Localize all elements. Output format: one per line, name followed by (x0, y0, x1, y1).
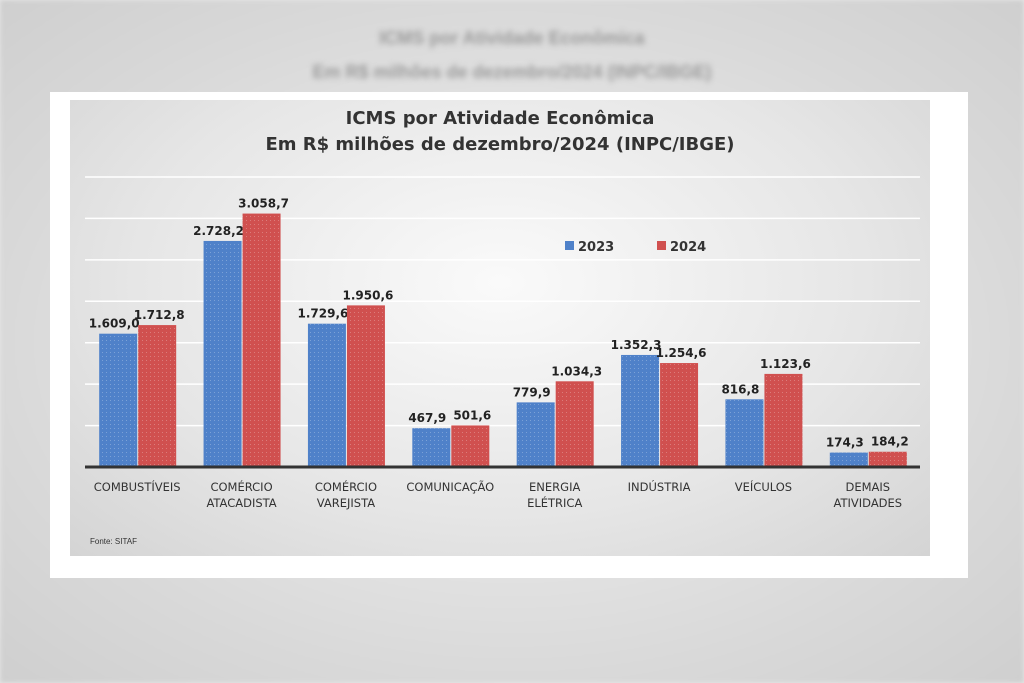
chart: ICMS por Atividade Econômica Em R$ milhõ… (70, 100, 930, 556)
background-title: ICMS por Atividade Econômica (379, 28, 645, 48)
data-label: 1.729,6 (298, 307, 349, 321)
legend-swatch (657, 241, 666, 250)
bar-texture (138, 325, 177, 467)
data-label: 467,9 (408, 411, 446, 425)
category-label: COMÉRCIO (210, 479, 272, 494)
plot-area: 1.609,01.712,8 COMBUSTÍVEIS 2.728,2 3.058,7… (85, 176, 920, 510)
bar-texture (621, 354, 660, 467)
data-label: 1.352,3 (611, 338, 662, 352)
bar-texture (516, 402, 555, 467)
legend-label: 2023 (578, 240, 614, 255)
data-label: 501,6 (453, 408, 491, 422)
category-label: COMUNICAÇÃO (406, 479, 494, 494)
chart-subtitle: Em R$ milhões de dezembro/2024 (INPC/IBG… (265, 134, 735, 155)
data-label: 184,2 (871, 435, 909, 449)
category-label: COMBUSTÍVEIS (94, 479, 181, 494)
bar-texture (203, 240, 242, 467)
bar-texture (242, 213, 281, 467)
data-label: 1.034,3 (551, 364, 602, 378)
data-label: 2.728,2 (193, 224, 244, 238)
category-label: ELÉTRICA (527, 495, 582, 510)
bar-texture (99, 333, 138, 467)
bar-texture (868, 451, 907, 467)
bar-texture (412, 428, 451, 467)
data-label: 779,9 (513, 385, 551, 399)
source-note: Fonte: SITAF (90, 537, 137, 546)
category-label: ENERGIA (529, 480, 580, 494)
data-label: 1.950,6 (343, 288, 394, 302)
background-subtitle: Em R$ milhões de dezembro/2024 (INPC/IBG… (312, 62, 712, 82)
bar-texture (346, 305, 385, 467)
category-label: INDÚSTRIA (628, 479, 691, 494)
bar-texture (725, 399, 764, 467)
bar-texture (764, 373, 803, 467)
bar-texture (660, 363, 699, 467)
data-label: 1.254,6 (656, 346, 707, 360)
category-label: DEMAIS (846, 480, 891, 494)
data-label: 174,3 (826, 436, 864, 450)
bar-texture (307, 323, 346, 467)
category-label: ATACADISTA (206, 496, 276, 510)
category-label: VAREJISTA (317, 496, 375, 510)
category-label: COMÉRCIO (315, 479, 377, 494)
category-label: VEÍCULOS (735, 479, 792, 494)
bar-texture (555, 381, 594, 467)
data-label: 3.058,7 (238, 197, 289, 211)
bar-texture (451, 425, 490, 467)
data-label: 1.609,0 (89, 317, 140, 331)
data-label: 1.712,8 (134, 308, 185, 322)
bar-texture (829, 452, 868, 467)
legend-swatch (565, 241, 574, 250)
chart-title: ICMS por Atividade Econômica (345, 108, 655, 129)
data-label: 1.123,6 (760, 357, 811, 371)
data-label: 816,8 (721, 382, 759, 396)
category-label: ATIVIDADES (834, 496, 903, 510)
legend-label: 2024 (670, 240, 706, 255)
